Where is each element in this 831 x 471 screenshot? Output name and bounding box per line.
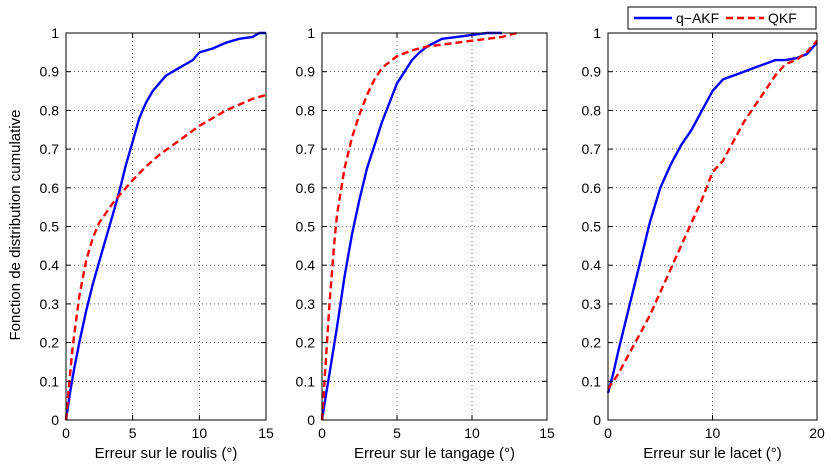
y-tick-label: 0.8 (40, 102, 60, 118)
y-tick-label: 0.4 (296, 257, 316, 273)
x-axis-label: Erreur sur le tangage (°) (354, 445, 515, 462)
y-axis-label: Fonction de distribution cumulative (7, 110, 24, 341)
y-tick-label: 0.5 (296, 219, 316, 235)
series-line-q-akf (606, 41, 818, 394)
series-line-qkf (607, 39, 818, 390)
subplot-3: 0 10 20 0 0.1 0.2 0.3 0.4 0.5 0.6 0.7 0.8 0.9 1 Erreur… (582, 25, 825, 462)
series-line-qkf (64, 93, 267, 421)
x-tick-label: 0 (62, 425, 70, 441)
x-tick-label: 10 (705, 425, 721, 441)
y-tick-label: 1 (593, 25, 601, 41)
y-tick-label: 0.9 (296, 64, 316, 80)
x-tick-label: 20 (809, 425, 825, 441)
y-tick-label: 0.3 (40, 296, 60, 312)
grid (65, 32, 267, 421)
legend-label: q−AKF (676, 10, 719, 26)
y-tick-label: 0.8 (296, 102, 316, 118)
legend-label: QKF (768, 10, 797, 26)
legend: q−AKF QKF (627, 6, 817, 30)
y-tick-label: 0.1 (40, 373, 60, 389)
x-tick-label: 15 (539, 425, 555, 441)
y-tick-label: 0 (307, 412, 315, 428)
y-tick-label: 0.3 (582, 296, 602, 312)
x-tick-label: 10 (192, 425, 208, 441)
x-tick-label: 5 (129, 425, 137, 441)
x-axis-label: Erreur sur le lacet (°) (643, 445, 782, 462)
x-tick-label: 0 (318, 425, 326, 441)
x-tick-label: 5 (393, 425, 401, 441)
y-tick-label: 0.7 (296, 141, 316, 157)
y-tick-label: 0.8 (582, 102, 602, 118)
y-tick-label: 0.7 (582, 141, 602, 157)
x-tick-label: 15 (258, 425, 274, 441)
y-tick-label: 1 (51, 25, 59, 41)
legend-box (627, 6, 817, 30)
y-tick-label: 0.6 (40, 180, 60, 196)
y-tick-label: 0 (51, 412, 59, 428)
y-tick-label: 0.9 (40, 64, 60, 80)
y-tick-label: 0.2 (582, 335, 602, 351)
series-line-q-akf (64, 31, 266, 421)
subplot-1: 0 5 10 15 0 0.1 0.2 0.3 0.4 0.5 0.6 0.7 0.8 0.9 1 Erreu… (40, 25, 274, 462)
y-tick-label: 1 (307, 25, 315, 41)
x-tick-label: 0 (604, 425, 612, 441)
y-tick-label: 0.6 (296, 180, 316, 196)
y-tick-label: 0.5 (40, 219, 60, 235)
y-tick-label: 0.7 (40, 141, 60, 157)
y-tick-label: 0.1 (582, 373, 602, 389)
y-tick-label: 0.2 (40, 335, 60, 351)
subplots: 0 5 10 1500.10.20.30.40.50.60.70.80.91Erreu… (40, 25, 825, 462)
series-line-qkf (320, 31, 518, 421)
x-axis-label: Erreur sur le roulis (°) (95, 445, 238, 462)
grid (321, 32, 548, 421)
y-tick-label: 0.5 (582, 219, 602, 235)
y-tick-label: 0.4 (40, 257, 60, 273)
y-tick-label: 0.9 (582, 64, 602, 80)
y-tick-label: 0.2 (296, 335, 316, 351)
y-tick-label: 0 (593, 412, 601, 428)
series-line-q-akf (320, 31, 502, 421)
subplot-2: 0 5 10 15 0 0.1 0.2 0.3 0.4 0.5 0.6 0.7 0.8 0.9 1 Erreu… (296, 25, 555, 462)
y-tick-label: 0.6 (582, 180, 602, 196)
y-tick-label: 0.3 (296, 296, 316, 312)
y-tick-label: 0.1 (296, 373, 316, 389)
y-tick-label: 0.4 (582, 257, 602, 273)
x-tick-label: 10 (464, 425, 480, 441)
